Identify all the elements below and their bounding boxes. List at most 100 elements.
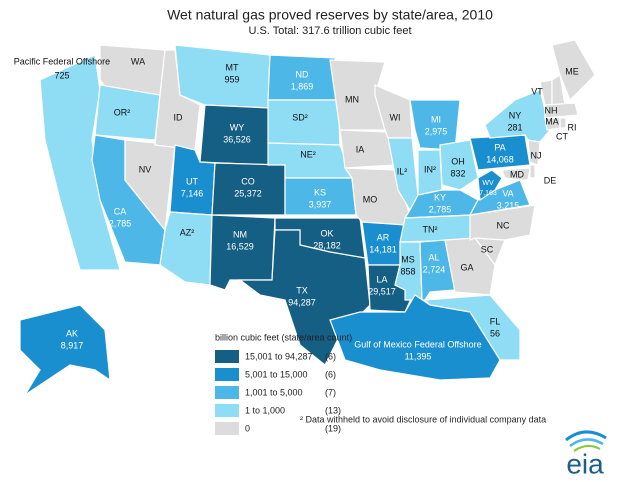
legend-count: (6) [325,351,336,361]
state-name: MO [363,194,378,204]
state-name: AK [66,328,78,338]
state-name: AZ² [180,227,195,237]
state-name: PA [494,142,505,152]
state-value: 281 [507,122,522,132]
state-value: 959 [224,74,239,84]
state-name: Gulf of Mexico Federal Offshore [354,339,481,349]
legend-label: 1,001 to 5,000 [245,387,303,397]
state-name: NE² [300,149,316,159]
state-value: 16,529 [226,241,254,251]
state-value: 25,372 [234,188,262,198]
logo: eia [565,430,607,479]
state-name: WV [482,180,494,187]
state-name: MD [510,169,524,179]
state [469,204,536,241]
state-name: NH [545,105,558,115]
legend-count: (6) [325,369,336,379]
state-value: 7,163 [479,190,497,197]
state-name: AR [377,232,390,242]
state-name: OK [320,228,333,238]
state-name: MT [226,62,239,72]
states [19,39,596,396]
state [39,54,121,271]
state-value: 28,182 [313,240,341,250]
state [329,294,501,381]
state-name: MA [545,116,559,126]
state-value: 832 [450,168,465,178]
legend-swatch [215,350,239,363]
state-name: IA [356,144,365,154]
state [529,164,536,179]
state-name: IL² [397,166,408,176]
state-name: FL [490,316,501,326]
legend-label: 0 [245,423,250,433]
legend-swatch [215,422,239,435]
legend-label: 5,001 to 15,000 [245,369,308,379]
state-name: VA [502,188,513,198]
state-name: AL [428,252,439,262]
state-value: 94,287 [288,297,316,307]
state-name: NJ [531,150,542,160]
state [399,214,476,243]
state-name: SC [481,244,494,254]
state-name: DE [544,175,557,185]
state [544,102,579,119]
state-name: MS [401,254,415,264]
state-name: TN² [423,224,438,234]
state-name: NM [233,229,247,239]
state-value: 3,215 [497,200,520,210]
state-name: VT [531,86,543,96]
legend-swatch [215,404,239,417]
legend: billion cubic feet (state/area count) 15,… [215,332,352,435]
state-name: Pacific Federal Offshore [14,56,110,66]
state-value: 2,785 [109,218,132,228]
state-value: 3,937 [309,199,332,209]
state [559,117,567,129]
state [501,167,531,181]
state-name: UT [186,176,198,186]
logo-arc [573,445,601,452]
logo-text: eia [566,448,604,479]
state-value: 725 [54,70,69,80]
state [159,211,213,286]
state-value: 14,068 [486,154,514,164]
state-value: 2,785 [429,204,452,214]
state-value: 8,917 [61,340,84,350]
state-value: 14,181 [369,244,397,254]
state-name: ID [174,112,184,122]
state-name: OH [451,156,465,166]
legend-swatch [215,368,239,381]
state-name: NC [497,220,510,230]
state-name: WA [131,56,145,66]
state [174,44,271,109]
state-name: GA [460,262,473,272]
subtitle: U.S. Total: 317.6 trillion cubic feet [248,25,411,37]
state-value: 858 [400,266,415,276]
state-name: OR² [114,107,131,117]
logo-arc [565,430,607,442]
state-name: LA [376,274,387,284]
state [267,99,341,146]
state-name: KS [314,187,326,197]
state-name: TX [296,285,308,295]
state-name: CA [114,206,127,216]
state-name: CT [556,131,568,141]
state-value: 11,395 [405,351,432,361]
state [469,134,531,171]
legend-label: 1 to 1,000 [245,405,285,415]
state [439,139,479,191]
state-name: KY [434,192,446,202]
legend-count: (7) [325,387,336,397]
state [209,214,276,291]
state-value: 1,869 [291,81,314,91]
state-name: ME [565,66,579,76]
state-name: IN² [424,164,436,174]
state-labels: Pacific Federal Offshore 725 WA OR² CA 2,785 N… [14,56,579,361]
footnote: ² Data withheld to avoid disclosure of i… [300,414,546,424]
state-name: NV [139,164,152,174]
legend-label: 15,001 to 94,287 [245,351,313,361]
logo-arc [569,438,604,448]
state-name: RI [568,122,577,132]
state-value: 2,724 [423,264,446,274]
state-name: WY [230,122,245,132]
